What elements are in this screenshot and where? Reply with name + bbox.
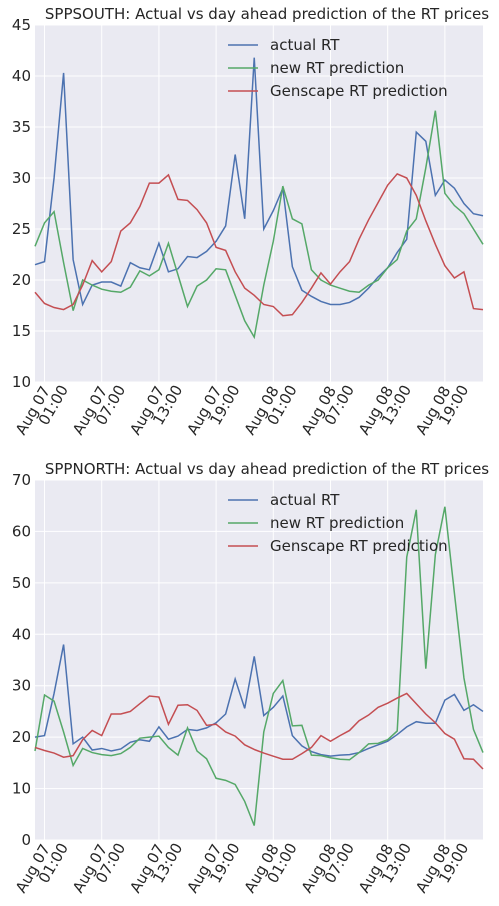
series-line <box>34 506 484 826</box>
y-tick-label: 45 <box>12 16 31 34</box>
x-tick-label: Aug 0813:00 <box>355 374 415 445</box>
y-tick-label: 60 <box>12 522 31 540</box>
x-tick-label: Aug 0807:00 <box>298 832 358 902</box>
x-tick-label: Aug 0807:00 <box>298 374 358 445</box>
y-tick-label: 25 <box>12 220 31 238</box>
legend-label: actual RT <box>270 36 340 54</box>
y-tick-label: 70 <box>12 471 31 489</box>
x-tick-label: Aug 0707:00 <box>69 832 129 902</box>
x-tick-label: Aug 0719:00 <box>183 374 243 445</box>
legend-label: new RT prediction <box>270 59 404 77</box>
legend-label: Genscape RT prediction <box>270 82 448 100</box>
y-tick-label: 40 <box>12 67 31 85</box>
chart-title: SPPSOUTH: Actual vs day ahead prediction… <box>45 5 489 23</box>
y-tick-label: 0 <box>21 831 31 849</box>
y-tick-label: 20 <box>12 728 31 746</box>
x-tick-label: Aug 0801:00 <box>241 374 301 445</box>
x-tick-label: Aug 0707:00 <box>69 374 129 445</box>
x-tick-label: Aug 0813:00 <box>355 832 415 902</box>
y-tick-label: 10 <box>12 373 31 391</box>
series-line <box>34 110 484 340</box>
y-tick-label: 30 <box>12 169 31 187</box>
legend-label: Genscape RT prediction <box>270 537 448 555</box>
x-tick-label: Aug 0719:00 <box>183 832 243 902</box>
series-line <box>34 644 484 757</box>
y-tick-label: 50 <box>12 574 31 592</box>
y-tick-label: 20 <box>12 271 31 289</box>
chart-title: SPPNORTH: Actual vs day ahead prediction… <box>45 460 489 478</box>
y-tick-label: 35 <box>12 118 31 136</box>
legend-label: new RT prediction <box>270 514 404 532</box>
y-tick-label: 30 <box>12 677 31 695</box>
x-tick-label: Aug 0713:00 <box>126 832 186 902</box>
x-tick-label: Aug 0819:00 <box>412 832 472 902</box>
series-line <box>34 57 484 307</box>
y-tick-label: 40 <box>12 625 31 643</box>
y-tick-label: 10 <box>12 780 31 798</box>
series-line <box>34 173 484 317</box>
plot-area <box>35 25 483 382</box>
x-tick-label: Aug 0801:00 <box>241 832 301 902</box>
legend-label: actual RT <box>270 491 340 509</box>
x-tick-label: Aug 0819:00 <box>412 374 472 445</box>
series-line <box>34 692 484 770</box>
x-tick-label: Aug 0713:00 <box>126 374 186 445</box>
y-tick-label: 15 <box>12 322 31 340</box>
